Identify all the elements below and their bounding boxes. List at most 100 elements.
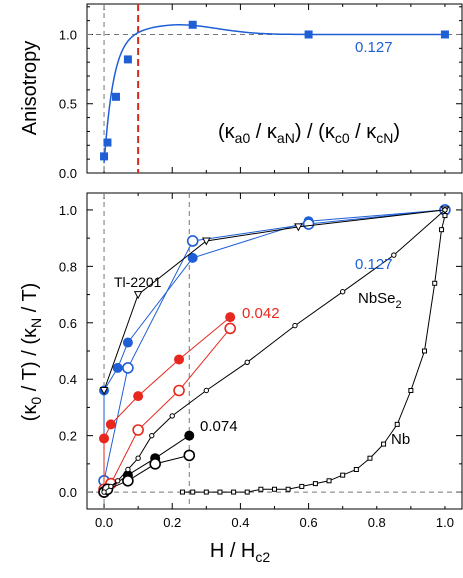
data-point-triangle xyxy=(201,237,211,246)
data-point-square xyxy=(304,30,313,39)
data-point-square xyxy=(111,92,120,101)
label-tl2201: Tl-2201 xyxy=(114,274,162,290)
x-tick-label: 0.8 xyxy=(368,515,386,530)
bottom-panel-xlabel: H / Hc2 xyxy=(210,540,271,565)
data-point-filled xyxy=(174,354,185,365)
data-point-square xyxy=(440,30,449,39)
y-tick-label: 0.0 xyxy=(59,166,77,181)
data-point-small-circle xyxy=(108,483,114,490)
data-point-small-circle xyxy=(391,252,397,258)
x-tick-label: 0.2 xyxy=(163,515,181,530)
x-tick-label: 0.0 xyxy=(95,515,113,530)
bottom-panel-frame xyxy=(86,192,463,510)
data-point-small-square xyxy=(231,489,237,495)
data-point-small-square xyxy=(432,280,438,286)
data-point-small-square xyxy=(203,489,209,495)
data-point-small-circle xyxy=(114,478,121,484)
y-tick-label: 0.2 xyxy=(59,429,77,444)
data-point-small-circle xyxy=(244,359,250,365)
data-point-small-square xyxy=(353,467,359,472)
label-0127: 0.127 xyxy=(355,256,393,273)
data-point-filled xyxy=(225,312,236,323)
y-tick-label: 1.0 xyxy=(59,27,77,42)
data-point-triangle xyxy=(294,223,303,232)
label-0042: 0.042 xyxy=(242,305,280,322)
fit-curve xyxy=(103,24,445,164)
data-point-open xyxy=(122,362,134,374)
data-point-small-square xyxy=(272,486,277,492)
data-point-filled xyxy=(99,433,110,444)
label-nb: Nb xyxy=(391,431,410,448)
series-line xyxy=(103,328,231,493)
data-point-filled xyxy=(133,391,144,402)
data-point-open xyxy=(132,424,144,436)
data-point-square xyxy=(103,138,112,147)
bottom-panel-ticks: 0.0 0.2 0.4 0.6 0.8 1.0 0.0 0.2 0.4 0.6 0.8 1.0 xyxy=(59,193,462,530)
data-point-open xyxy=(302,218,315,230)
y-tick-label: 0.5 xyxy=(59,97,77,112)
data-point-filled xyxy=(105,419,116,430)
data-point-small-square xyxy=(442,213,448,219)
data-point-open xyxy=(122,474,134,487)
y-tick-label: 0.4 xyxy=(59,372,77,387)
data-point-filled xyxy=(112,362,123,373)
top-panel-frame xyxy=(86,3,463,174)
x-tick-label: 0.6 xyxy=(300,515,318,530)
data-point-small-square xyxy=(312,481,318,487)
data-point-triangle xyxy=(99,387,109,396)
data-point-small-square xyxy=(422,348,427,354)
data-point-small-square xyxy=(244,489,250,495)
y-tick-label: 1.0 xyxy=(59,203,77,218)
series-line xyxy=(103,209,446,493)
top-panel-series xyxy=(100,20,449,164)
data-point-small-square xyxy=(340,472,346,478)
top-panel-series-label: 0.127 xyxy=(355,39,393,56)
data-point-small-circle xyxy=(203,387,210,394)
top-panel-reference-lines xyxy=(87,4,462,173)
data-point-small-circle xyxy=(125,466,131,473)
top-panel-ticks: 0.0 0.5 1.0 xyxy=(59,4,462,181)
data-point-small-circle xyxy=(339,289,346,295)
data-point-small-square xyxy=(367,455,373,461)
x-tick-label: 1.0 xyxy=(436,515,454,530)
anisotropy-formula: (κa0 / κaN) / (κc0 / κcN) xyxy=(218,121,400,146)
data-point-open xyxy=(224,322,236,335)
bottom-panel-ylabel: (κ0 / T) / (κN / T) xyxy=(19,283,44,422)
data-point-small-square xyxy=(190,489,196,495)
data-point-square xyxy=(100,152,109,161)
data-point-small-square xyxy=(217,489,223,495)
series-line xyxy=(103,316,231,493)
data-point-small-square xyxy=(326,478,332,484)
data-point-small-square xyxy=(408,388,414,393)
data-point-small-square xyxy=(179,489,185,495)
data-point-small-square xyxy=(439,227,445,233)
data-point-small-square xyxy=(258,486,264,492)
y-tick-label: 0.6 xyxy=(59,316,77,331)
series-line xyxy=(103,454,190,493)
data-point-open xyxy=(183,449,196,462)
data-point-small-circle xyxy=(149,432,155,439)
data-point-open xyxy=(173,384,185,397)
top-panel-ylabel: Anisotropy xyxy=(19,41,41,136)
data-point-open xyxy=(186,235,199,247)
data-point-filled xyxy=(122,337,133,348)
data-point-small-circle xyxy=(101,489,107,495)
y-tick-label: 0.8 xyxy=(59,259,77,274)
data-point-small-square xyxy=(299,483,305,489)
label-nbse2: NbSe2 xyxy=(358,290,402,311)
series-line xyxy=(103,209,446,493)
bottom-panel-reference-lines xyxy=(87,193,462,509)
data-point-small-square xyxy=(381,441,387,447)
data-point-open xyxy=(149,458,161,470)
bottom-panel-series xyxy=(98,204,451,498)
data-point-square xyxy=(188,20,197,29)
data-point-filled xyxy=(184,430,195,441)
data-point-triangle xyxy=(133,291,143,300)
data-point-small-circle xyxy=(292,322,298,329)
data-point-square xyxy=(123,55,132,64)
series-line xyxy=(103,209,446,493)
data-point-small-circle xyxy=(135,455,141,461)
y-tick-label: 0.0 xyxy=(59,485,77,500)
data-point-small-square xyxy=(394,421,400,427)
